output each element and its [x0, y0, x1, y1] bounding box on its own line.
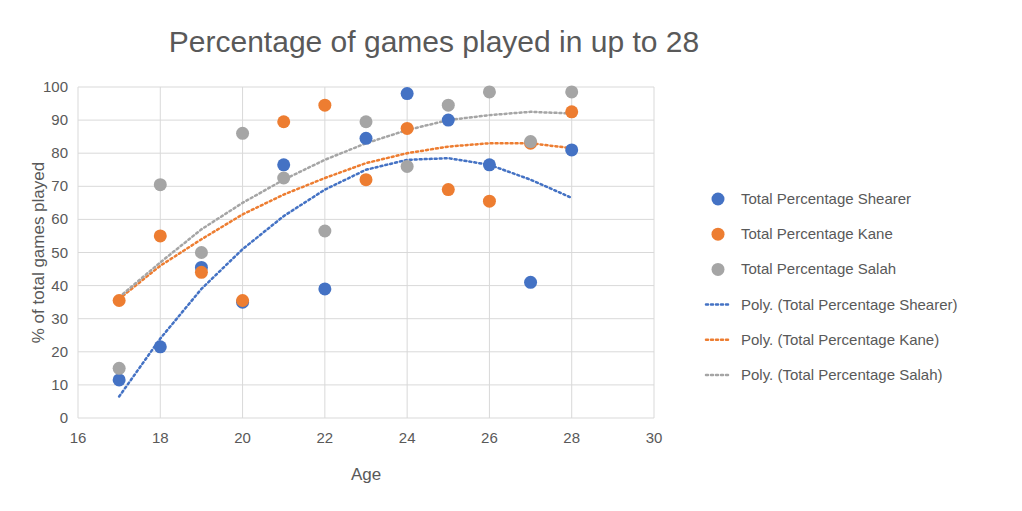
y-tick-label: 40: [51, 277, 68, 294]
legend-label: Total Percentage Shearer: [741, 190, 911, 207]
x-grid-line: [571, 87, 572, 418]
scatter-point: [318, 99, 331, 112]
y-tick-label: 30: [51, 310, 68, 327]
scatter-point: [524, 135, 537, 148]
scatter-point: [236, 294, 249, 307]
y-tick-label: 90: [51, 111, 68, 128]
x-grid-line: [160, 87, 161, 418]
scatter-point: [154, 340, 167, 353]
scatter-point: [195, 246, 208, 259]
x-grid-line: [407, 87, 408, 418]
scatter-point: [401, 87, 414, 100]
scatter-point: [277, 172, 290, 185]
legend-label: Poly. (Total Percentage Salah): [741, 366, 943, 383]
x-grid-line: [78, 87, 79, 418]
y-grid-line: [78, 384, 654, 385]
scatter-point: [154, 229, 167, 242]
y-tick-label: 100: [43, 78, 68, 95]
scatter-point: [483, 85, 496, 98]
y-tick-label: 60: [51, 210, 68, 227]
x-tick-label: 30: [646, 429, 663, 446]
scatter-point: [113, 294, 126, 307]
y-grid-line: [78, 318, 654, 319]
scatter-point: [565, 143, 578, 156]
y-tick-label: 20: [51, 343, 68, 360]
scatter-point: [565, 105, 578, 118]
scatter-point: [195, 266, 208, 279]
scatter-point: [360, 173, 373, 186]
legend-label: Poly. (Total Percentage Shearer): [741, 296, 958, 313]
legend: Total Percentage Shearer Total Percentage…: [706, 190, 958, 383]
y-tick-label: 70: [51, 177, 68, 194]
scatter-point: [113, 373, 126, 386]
chart: Percentage of games played in up to 2801…: [0, 0, 1022, 511]
scatter-point: [360, 132, 373, 145]
x-tick-label: 20: [234, 429, 251, 446]
y-tick-label: 10: [51, 376, 68, 393]
y-tick-label: 80: [51, 144, 68, 161]
scatter-point: [524, 276, 537, 289]
legend-marker: [712, 263, 725, 276]
title: Percentage of games played in up to 28: [169, 25, 699, 58]
grid: [78, 87, 654, 418]
scatter-point: [442, 99, 455, 112]
x-tick-label: 22: [317, 429, 334, 446]
legend-line: [706, 374, 730, 377]
scatter-point: [401, 122, 414, 135]
scatter-point: [483, 158, 496, 171]
scatter-point: [565, 85, 578, 98]
x-tick-label: 28: [563, 429, 580, 446]
trend-line: [119, 143, 572, 299]
x-grid-line: [324, 87, 325, 418]
scatter-point: [360, 115, 373, 128]
scatter-point: [113, 362, 126, 375]
legend-label: Total Percentage Kane: [741, 225, 893, 242]
trend-line: [119, 112, 572, 297]
scatter-point: [277, 158, 290, 171]
plot-area: [113, 85, 579, 396]
legend-marker: [712, 228, 725, 241]
legend-marker: [712, 193, 725, 206]
legend-line: [706, 303, 730, 306]
scatter-point: [442, 183, 455, 196]
x-tick-label: 18: [152, 429, 169, 446]
legend-label: Poly. (Total Percentage Kane): [741, 331, 939, 348]
x-grid-line: [654, 87, 655, 418]
y-tick-label: 50: [51, 244, 68, 261]
scatter-point: [483, 195, 496, 208]
x-grid-line: [489, 87, 490, 418]
x-tick-label: 26: [481, 429, 498, 446]
legend-label: Total Percentage Salah: [741, 260, 896, 277]
y-tick-label: 0: [60, 409, 68, 426]
scatter-point: [154, 178, 167, 191]
scatter-point: [318, 224, 331, 237]
y-grid-line: [78, 418, 654, 419]
legend-line: [706, 339, 730, 342]
scatter-point: [401, 160, 414, 173]
x-tick-label: 16: [70, 429, 87, 446]
y-grid-line: [78, 219, 654, 220]
x-tick-label: 24: [399, 429, 416, 446]
scatter-point: [277, 115, 290, 128]
scatter-point: [442, 114, 455, 127]
trend-line: [119, 158, 572, 396]
y-grid-line: [78, 252, 654, 253]
scatter-point: [236, 127, 249, 140]
scatter-point: [318, 282, 331, 295]
y-grid-line: [78, 285, 654, 286]
x-axis-label: Age: [351, 465, 381, 484]
y-axis-label: % of total games played: [29, 162, 48, 343]
